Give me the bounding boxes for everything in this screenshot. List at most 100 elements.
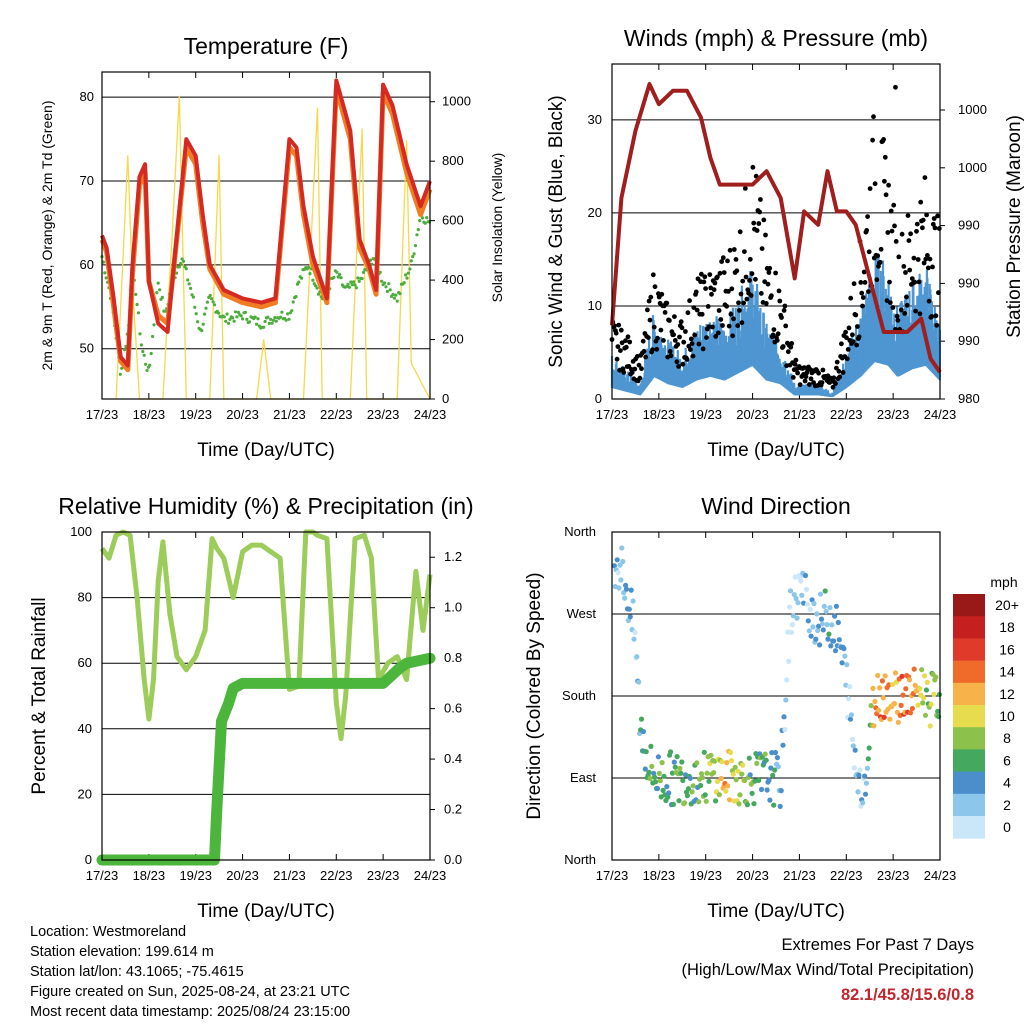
wind-gust-point [776,288,782,294]
wind-gust-point [770,332,776,338]
legend-title: mph [990,574,1017,590]
wind-gust-point [887,300,893,305]
wind-gust-point [860,303,865,309]
dewpoint-point [156,281,160,285]
dewpoint-point [135,302,139,307]
temp-y2-tick-label: 200 [442,332,464,347]
wind-gust-point [819,380,825,385]
wind-gust-point [715,274,720,280]
wind-gust-point [785,349,791,355]
wind-gust-point [929,314,935,319]
wind-gust-point [860,295,866,300]
wind-gust-point [762,279,768,285]
wind-direction-point [611,563,617,569]
dewpoint-point [177,265,181,269]
wind-gust-point [738,291,744,297]
wind-gust-point [917,311,923,317]
wind-direction-point [736,801,742,807]
wind-direction-point [852,747,858,753]
wind-gust-point [736,300,741,306]
wind-gust-point [680,361,686,367]
rh-y-tick-label: 80 [78,590,92,605]
wind-direction-point [833,603,840,609]
wind-direction-point [666,790,672,796]
dewpoint-point [152,323,156,327]
wind-gust-point [699,271,704,277]
dewpoint-point [291,300,295,304]
wind-gust-point [720,323,725,328]
dewpoint-point [269,317,273,321]
dir-y-tick-label: West [567,606,597,621]
temp-y-label-left: 2m & 9m T (Red, Orange) & 2m Td (Green) [39,101,55,371]
wind-gust-point [655,335,660,341]
wind-direction-point [656,770,662,777]
wind-direction-point [758,786,765,793]
wind-direction-point [798,578,804,584]
wind-gust-point [696,341,702,347]
wind-direction-point [825,636,831,642]
wind-gust-point [618,327,624,333]
wind-direction-point [747,772,753,778]
wind-direction-point [694,760,700,766]
wind-direction-point [632,629,638,635]
wind-direction-point [756,777,762,784]
dewpoint-point [104,276,108,280]
legend-swatch [953,616,985,639]
wind-gust-point [885,230,891,235]
wind-gust-point [733,257,739,262]
dewpoint-point [307,265,311,269]
dewpoint-point [360,276,364,281]
wind-direction-point [775,764,781,770]
wind-direction-point [856,772,862,778]
wind-direction-point [813,636,819,642]
wind-gust-point [903,270,908,275]
wind-direction-point [676,798,682,804]
wind-gust-point [930,221,936,227]
dewpoint-point [217,311,221,315]
dewpoint-point [194,312,198,316]
dewpoint-point [235,315,239,319]
wind-gust-point [627,339,633,345]
wind-direction-point [841,646,847,652]
wind-gust-point [750,164,756,170]
wind-direction-point [791,592,797,598]
wind-gust-point [711,287,717,293]
wind-gust-point [890,305,896,310]
dir-x-tick-label: 17/23 [596,868,629,883]
wind-direction-point [849,736,856,743]
wind-direction-point [899,673,905,680]
wind-gust-point [766,270,772,275]
wind-gust-point [807,382,812,387]
wind-gust-point [769,293,774,299]
wind-gust-point [641,348,647,354]
wind-gust-point [866,249,872,255]
dewpoint-point [352,280,356,284]
wind-x-tick-label: 17/23 [596,407,629,422]
wind-gust-point [856,334,862,340]
wind-gust-point [683,329,688,334]
wind-gust-point [652,284,658,290]
wind-gust-point [777,298,783,304]
dewpoint-point [142,353,146,357]
wind-gust-point [912,279,918,285]
wind-direction-point [811,600,817,607]
wind-gust-point [803,374,809,380]
wind-gust-point [702,274,708,280]
wind-direction-point [921,695,927,701]
wind-gust-point [662,310,668,315]
wind-direction-point [772,749,779,756]
wind-gust-point [834,359,840,365]
wind-gust-point [650,272,656,278]
dir-x-tick-label: 22/23 [830,868,863,883]
dewpoint-point [186,278,190,282]
wind-direction-point [828,643,834,649]
wind-gust-point [899,231,905,237]
dewpoint-point [145,368,149,373]
rh-title: Relative Humidity (%) & Precipitation (i… [58,493,473,519]
wind-direction-point [725,783,731,789]
wind-gust-point [802,378,808,384]
wind-gust-point [645,335,651,340]
wind-gust-point [737,229,743,235]
wind-direction-point [788,629,795,635]
wind-gust-point [771,327,777,332]
